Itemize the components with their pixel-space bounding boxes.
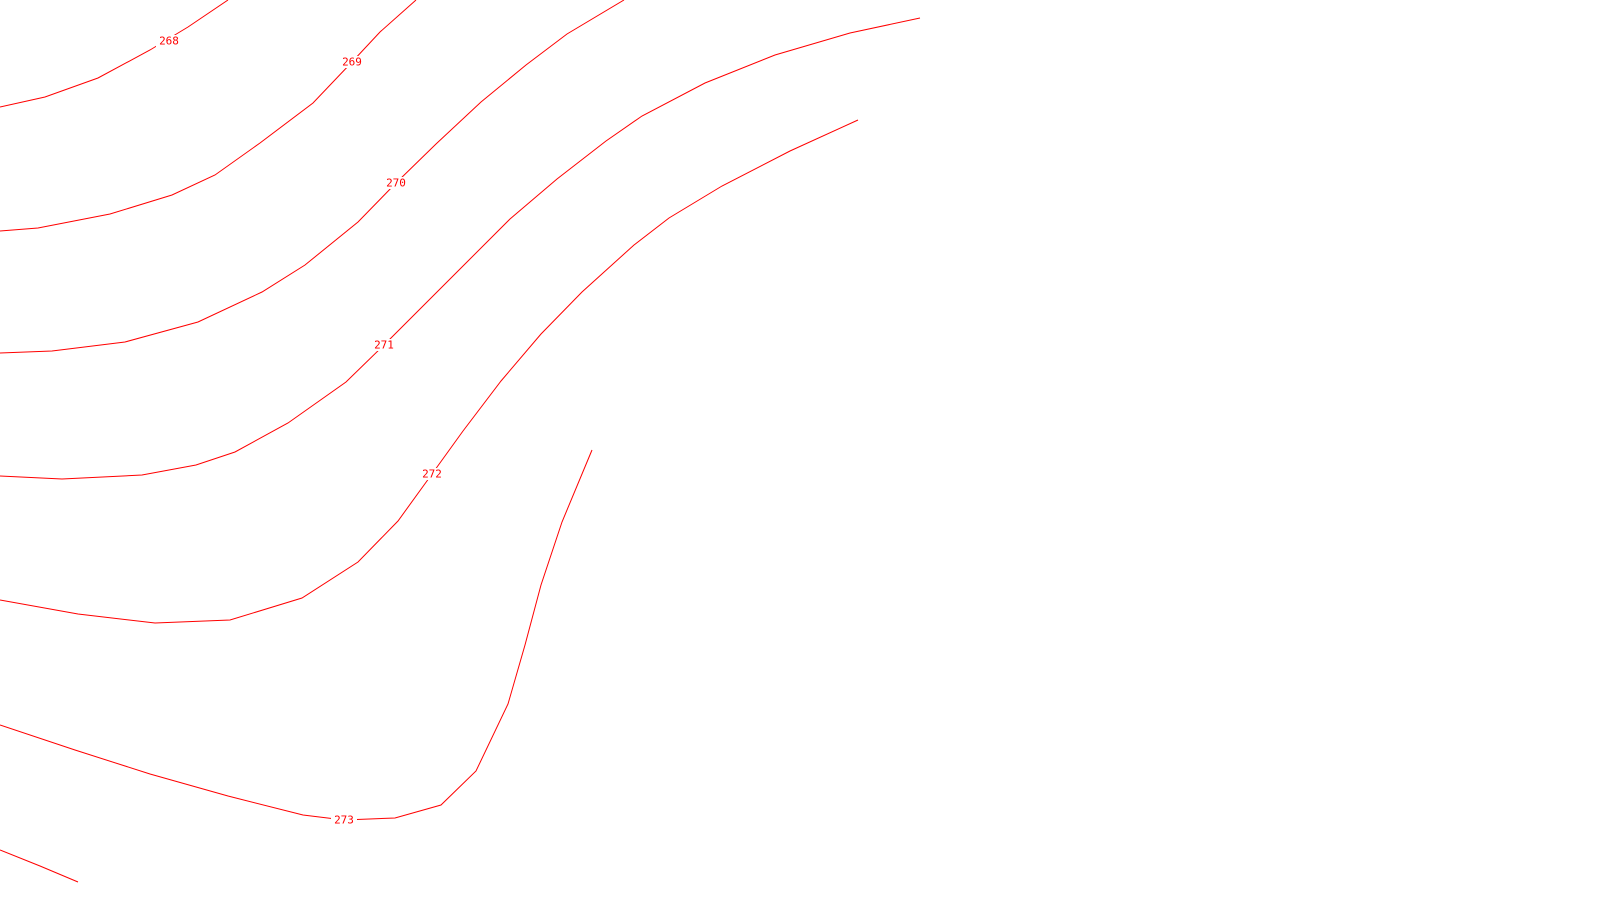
label-gap-272 bbox=[419, 468, 445, 480]
label-gap-273 bbox=[331, 814, 357, 826]
contour-270: 270 bbox=[0, 0, 625, 354]
contour-271: 271 bbox=[0, 17, 921, 480]
contour-fragment-bottom-left bbox=[0, 849, 79, 883]
contour-line-270 bbox=[0, 0, 625, 354]
contour-268: 268 bbox=[0, 0, 229, 108]
contour-line-fragment bbox=[0, 849, 79, 883]
label-gap-269 bbox=[339, 56, 365, 68]
contour-label-271: 271 bbox=[374, 339, 394, 352]
contour-273: 273 bbox=[0, 449, 593, 827]
contour-line-268 bbox=[0, 0, 229, 108]
contour-label-268: 268 bbox=[159, 35, 179, 48]
label-gap-271 bbox=[371, 339, 397, 351]
contour-line-273 bbox=[0, 449, 593, 821]
contour-272: 272 bbox=[0, 119, 859, 624]
contour-269: 269 bbox=[0, 0, 417, 232]
contour-line-269 bbox=[0, 0, 417, 232]
contour-line-271 bbox=[0, 17, 921, 480]
contour-label-273: 273 bbox=[334, 814, 354, 827]
label-gap-268 bbox=[156, 35, 182, 47]
contour-label-272: 272 bbox=[422, 468, 442, 481]
label-gap-270 bbox=[383, 177, 409, 189]
contour-label-270: 270 bbox=[386, 177, 406, 190]
contour-line-272 bbox=[0, 119, 859, 624]
contour-label-269: 269 bbox=[342, 56, 362, 69]
